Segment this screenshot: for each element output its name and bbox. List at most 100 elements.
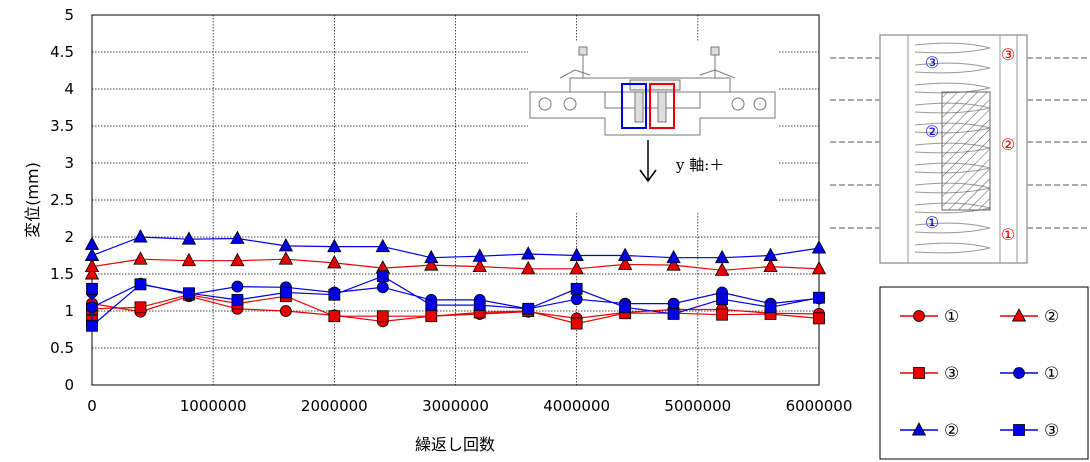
data-point — [667, 308, 680, 320]
reference-diagram: ③ ② ① ③ ② ① — [830, 34, 1090, 264]
legend-marker — [1013, 367, 1025, 379]
legend-marker — [913, 367, 925, 379]
y-tick-label: 1 — [64, 302, 74, 320]
data-point — [714, 262, 730, 276]
data-point — [181, 231, 197, 245]
data-point — [279, 305, 292, 317]
y-tick-label: 1.5 — [50, 265, 74, 283]
reference-markers: ③ ② ① ③ ② ① — [925, 45, 1015, 244]
data-point — [570, 317, 583, 330]
left-marker: ① — [925, 213, 939, 232]
legend: ① ② ③ ① ② ③ — [879, 286, 1089, 460]
data-point — [278, 237, 294, 252]
inset-diagram: y 軸:＋ — [528, 42, 778, 212]
y-tick-label: 2.5 — [50, 191, 74, 209]
data-point — [763, 247, 778, 261]
data-point — [134, 301, 147, 314]
data-point — [424, 249, 439, 264]
x-tick-label: 6000000 — [786, 397, 853, 415]
data-point — [813, 312, 825, 325]
data-point — [764, 301, 777, 314]
y-tick-label: 0 — [64, 376, 74, 394]
data-point — [811, 260, 827, 275]
data-point — [86, 319, 98, 332]
data-point — [522, 302, 535, 315]
y-tick-label: 4.5 — [50, 43, 74, 61]
left-marker: ② — [925, 122, 939, 141]
blue-frame — [621, 83, 647, 129]
data-point — [327, 255, 342, 269]
data-point — [327, 238, 342, 253]
data-point — [376, 310, 389, 323]
data-point — [763, 258, 778, 273]
data-point — [569, 260, 584, 275]
data-point — [714, 249, 730, 264]
data-point — [617, 256, 633, 270]
y-tick-label: 4 — [64, 80, 74, 98]
series-2 — [84, 251, 827, 280]
x-tick-label: 0 — [87, 397, 97, 415]
legend-item: ① — [1000, 364, 1059, 384]
data-point — [570, 282, 583, 295]
x-tick-label: 1000000 — [180, 397, 247, 415]
data-point — [181, 252, 197, 267]
y-tick-label: 2 — [64, 228, 74, 246]
data-point — [84, 258, 100, 273]
data-point — [472, 258, 487, 273]
legend-item: ③ — [900, 364, 959, 384]
y-axis-title: 変位(mm) — [23, 162, 42, 238]
right-marker: ③ — [1001, 45, 1015, 64]
inset-axis-label: y 軸:＋ — [675, 156, 724, 174]
legend-marker — [911, 422, 927, 436]
y-tick-label: 3.5 — [50, 117, 74, 135]
x-tick-label: 3000000 — [422, 397, 489, 415]
data-point — [375, 238, 390, 253]
right-marker: ① — [1001, 225, 1015, 244]
data-point — [134, 278, 147, 291]
legend-label: ② — [944, 421, 959, 441]
data-point — [813, 291, 825, 304]
data-point — [86, 282, 98, 295]
x-tick-label: 4000000 — [543, 397, 610, 415]
x-tick-label: 2000000 — [301, 397, 368, 415]
series-layer — [84, 229, 827, 332]
legend-item: ② — [1000, 307, 1059, 327]
data-point — [133, 229, 148, 243]
y-tick-label: 0.5 — [50, 339, 74, 357]
legend-marker — [1011, 308, 1027, 322]
data-point — [84, 247, 100, 261]
legend-item: ③ — [1000, 421, 1059, 441]
legend-label: ① — [944, 307, 959, 327]
legend-label: ② — [1044, 307, 1059, 327]
legend-marker — [1013, 424, 1025, 436]
gridlines — [92, 15, 819, 385]
x-tick-label: 5000000 — [664, 397, 731, 415]
legend-label: ③ — [944, 364, 959, 384]
red-frame — [649, 83, 675, 129]
data-point — [230, 230, 245, 244]
data-point — [569, 247, 584, 261]
data-point — [230, 252, 245, 267]
legend-item: ② — [900, 421, 959, 441]
data-point — [666, 257, 681, 271]
data-point — [133, 251, 148, 265]
hatched-block — [941, 91, 991, 211]
data-point — [716, 293, 728, 306]
data-point — [666, 249, 681, 264]
data-point — [617, 247, 633, 261]
data-point — [425, 310, 438, 323]
data-point — [376, 270, 389, 283]
data-point — [811, 240, 827, 254]
data-point — [84, 266, 100, 280]
plot-border — [91, 14, 820, 386]
data-point — [328, 288, 341, 301]
data-point — [376, 281, 389, 294]
right-marker: ② — [1001, 135, 1015, 154]
data-point — [473, 299, 486, 311]
data-point — [231, 293, 244, 306]
legend-marker — [913, 310, 925, 322]
data-point — [472, 248, 487, 262]
data-point — [279, 286, 292, 299]
data-point — [424, 257, 439, 271]
